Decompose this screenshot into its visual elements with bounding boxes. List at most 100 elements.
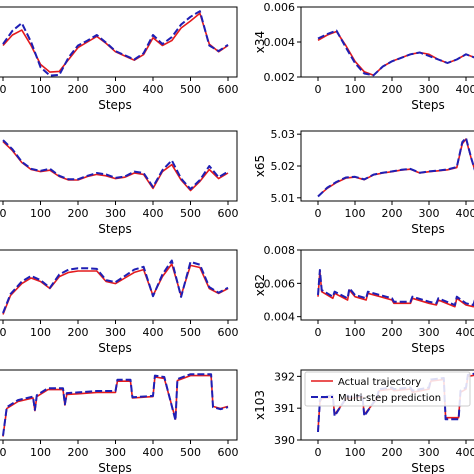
panel-8-ytick-label: 390 [274, 434, 295, 447]
panel-8-xtick-label: 0 [315, 446, 322, 459]
panel-8: 0 100 200 300 400 Steps 390 391 392 x103 [253, 369, 474, 474]
panel-2-ytick-label: 0.002 [264, 71, 296, 84]
panel-1-xtick-label: 600 [218, 83, 239, 96]
panel-8-xtick-label: 300 [419, 446, 440, 459]
panel-8-xtick-label: 200 [382, 446, 403, 459]
panel-4-actual-line [317, 138, 474, 197]
panel-5-xtick-label: 400 [143, 326, 164, 339]
panel-4-frame [300, 130, 474, 202]
panel-3-xlabel: Steps [98, 222, 132, 236]
panel-8-ylabel: x103 [253, 390, 267, 420]
panel-8-frame [300, 369, 474, 441]
panel-5-predicted-line [2, 259, 229, 314]
panel-2-xtick-label: 100 [345, 83, 366, 96]
panel-4-xtick-label: 100 [345, 207, 366, 220]
panel-7-xtick-label: 500 [180, 446, 201, 459]
panel-3-xtick-label: 600 [218, 207, 239, 220]
legend-actual-label: Actual trajectory [338, 377, 421, 388]
panel-7-xtick-label: 600 [218, 446, 239, 459]
panel-3-series [2, 139, 229, 192]
panel-1-actual-line [2, 12, 229, 73]
panel-4-xtick-label: 200 [382, 207, 403, 220]
panel-4-ytick-label: 5.03 [271, 128, 296, 141]
panel-3-xtick-label: 200 [68, 207, 89, 220]
panel-6-frame [300, 249, 474, 321]
panel-1-xtick-label: 400 [143, 83, 164, 96]
panel-6-actual-line [317, 270, 474, 308]
panel-1-frame [0, 6, 238, 78]
panel-8-ytick-label: 392 [274, 370, 295, 383]
panel-1-xtick-label: 200 [68, 83, 89, 96]
panel-3-frame [0, 130, 238, 202]
panel-2-xtick-label: 0 [315, 83, 322, 96]
panel-5-xlabel: Steps [98, 341, 132, 355]
panel-2-frame [300, 6, 474, 78]
panel-8-ytick-label: 391 [274, 402, 295, 415]
panel-7-xlabel: Steps [98, 461, 132, 474]
panel-2-xtick-label: 300 [419, 83, 440, 96]
panel-5-frame [0, 249, 238, 321]
panel-7-xtick-label: 300 [105, 446, 126, 459]
panel-2-predicted-line [317, 29, 474, 77]
panel-6-ytick-label: 0.006 [264, 277, 296, 290]
panel-4-ytick-label: 5.02 [271, 160, 296, 173]
panel-6-xtick-label: 100 [345, 326, 366, 339]
panel-1-xtick-label: 0 [0, 83, 7, 96]
panel-6-predicted-line [317, 269, 474, 306]
panel-4-predicted-line [317, 137, 474, 198]
panel-5-xtick-label: 200 [68, 326, 89, 339]
panel-2-ytick-label: 0.004 [264, 36, 296, 49]
panel-5-series [2, 259, 229, 315]
legend-predicted-label: Multi-step prediction [338, 393, 441, 404]
panel-3-xtick-label: 100 [30, 207, 51, 220]
panel-1-predicted-line [2, 10, 229, 77]
panel-3-predicted-line [2, 139, 229, 191]
panel-6-ytick-label: 0.008 [264, 244, 296, 257]
panel-5-xtick-label: 100 [30, 326, 51, 339]
panel-2-xlabel: Steps [411, 98, 445, 112]
panel-6-ytick-label: 0.004 [264, 311, 296, 324]
panel-4-xtick-label: 0 [315, 207, 322, 220]
panel-1-xtick-label: 100 [30, 83, 51, 96]
panel-6-series [317, 269, 474, 308]
panel-6-xlabel: Steps [411, 341, 445, 355]
panel-2-actual-line [317, 30, 474, 77]
panel-6: 0 100 200 300 400 Steps 0.004 0.006 0.008 x82 [253, 244, 474, 355]
panel-3-xtick-label: 0 [0, 207, 7, 220]
panel-8-xlabel: Steps [411, 461, 445, 474]
panel-6-xtick-label: 0 [315, 326, 322, 339]
panel-1: 0 100 200 300 400 500 600 Steps [0, 6, 239, 112]
panel-8-xtick-label: 100 [345, 446, 366, 459]
panel-5-xtick-label: 300 [105, 326, 126, 339]
panel-4-xlabel: Steps [411, 222, 445, 236]
panel-2-xtick-label: 400 [456, 83, 474, 96]
panel-2: 0 100 200 300 400 Steps 0.002 0.004 0.006 x34 [253, 1, 474, 112]
panel-4-ytick-label: 5.01 [271, 192, 296, 205]
panel-1-xtick-label: 300 [105, 83, 126, 96]
panel-6-xtick-label: 200 [382, 326, 403, 339]
panel-4-xtick-label: 400 [456, 207, 474, 220]
panel-1-xlabel: Steps [98, 98, 132, 112]
panel-7-xtick-label: 400 [143, 446, 164, 459]
legend: Actual trajectory Multi-step prediction [304, 371, 471, 407]
panel-7-actual-line [2, 374, 229, 437]
panel-3-xtick-label: 300 [105, 207, 126, 220]
panel-5: 0 100 200 300 400 500 600 Steps [0, 249, 239, 355]
panel-4-ylabel: x65 [253, 155, 267, 177]
panel-7-xtick-label: 100 [30, 446, 51, 459]
legend-box [304, 371, 471, 407]
panel-4-xtick-label: 300 [419, 207, 440, 220]
panel-5-xtick-label: 500 [180, 326, 201, 339]
panel-3: 0 100 200 300 400 500 600 Steps [0, 130, 239, 236]
panel-3-xtick-label: 500 [180, 207, 201, 220]
panel-7: 0 100 200 300 400 500 600 Steps [0, 369, 239, 474]
panel-7-xtick-label: 200 [68, 446, 89, 459]
panel-7-predicted-line [2, 373, 229, 436]
panel-6-ylabel: x82 [253, 274, 267, 296]
panel-2-xtick-label: 200 [382, 83, 403, 96]
panel-7-series [2, 373, 229, 437]
panel-2-ylabel: x34 [253, 31, 267, 53]
panel-5-actual-line [2, 263, 229, 315]
panel-4-series [317, 137, 474, 198]
